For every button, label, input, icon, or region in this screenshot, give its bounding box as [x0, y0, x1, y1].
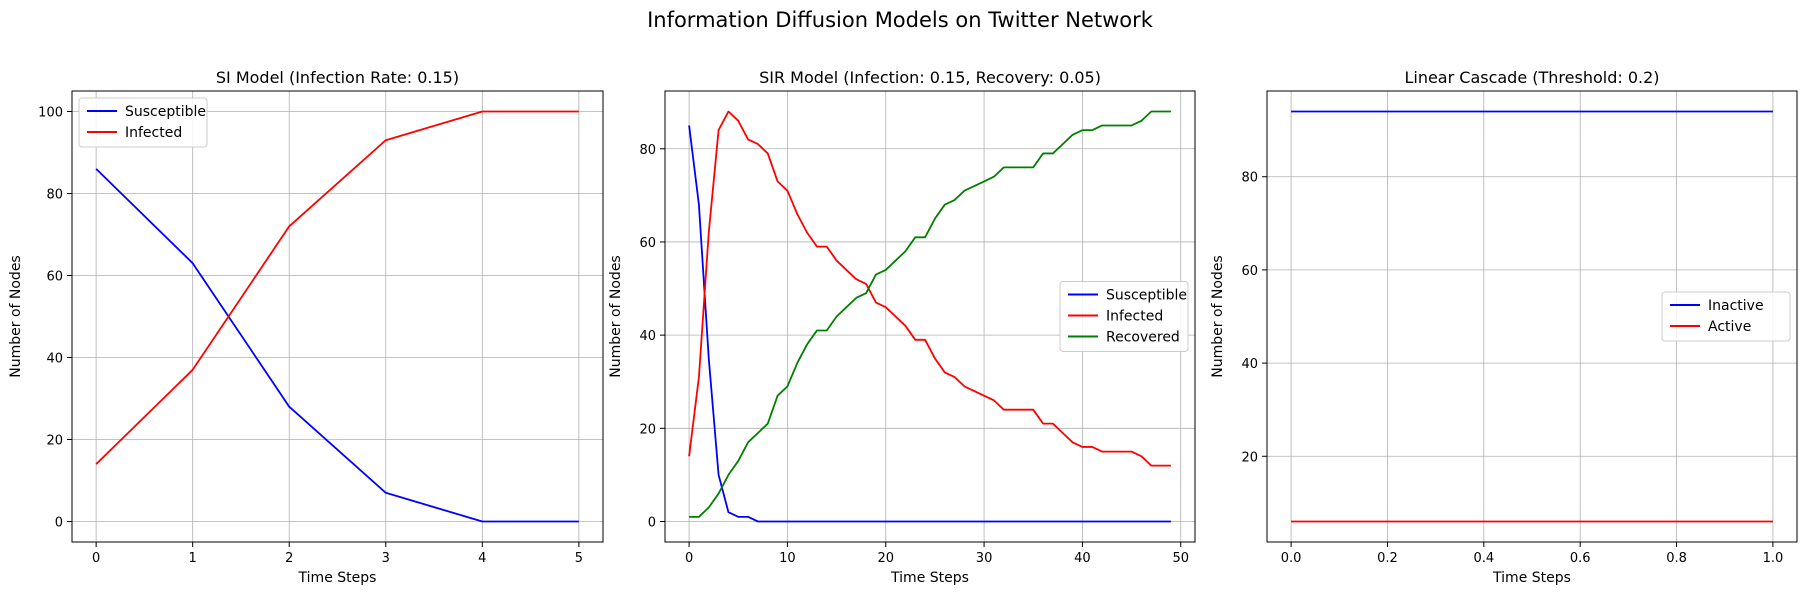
chart-panel: 0.0 0.2 0.4 0.6 0.8 1.0 20 40 60 80 Linear Cascade… [1210, 68, 1798, 586]
x-tick-label: 0.2 [1377, 551, 1398, 566]
x-tick-label: 3 [382, 551, 390, 566]
subplot-title: SI Model (Infection Rate: 0.15) [216, 68, 459, 87]
y-tick-label: 80 [639, 143, 656, 158]
chart-panel: 0 10 20 30 40 50 0 20 40 60 80 SIR Model (Infection… [608, 68, 1196, 586]
legend-frame [1059, 281, 1189, 352]
x-axis-label: Time Steps [1492, 570, 1571, 586]
legend: Susceptible Infected [78, 97, 208, 148]
x-axis-label: Time Steps [298, 570, 377, 586]
x-tick-label: 0 [685, 551, 693, 566]
series-line-susceptible [95, 168, 579, 523]
x-tick-label: 5 [575, 551, 583, 566]
series-line-infected [95, 110, 579, 465]
legend-label: Infected [1106, 309, 1163, 325]
x-tick-label: 20 [877, 551, 894, 566]
x-tick-label: 10 [779, 551, 796, 566]
legend: Inactive Active [1661, 291, 1791, 342]
y-axis-label: Number of Nodes [608, 255, 624, 377]
series-line-susceptible [688, 125, 1171, 523]
x-tick-label: 4 [478, 551, 486, 566]
x-tick-label: 30 [976, 551, 993, 566]
x-axis-label: Time Steps [890, 570, 969, 586]
y-tick-label: 0 [55, 516, 63, 531]
legend-label: Recovered [1106, 330, 1180, 346]
x-tick-label: 40 [1074, 551, 1091, 566]
series-line-infected [688, 110, 1171, 467]
legend-label: Inactive [1708, 298, 1764, 314]
x-tick-label: 0.0 [1281, 551, 1302, 566]
x-tick-label: 2 [285, 551, 293, 566]
y-tick-label: 0 [648, 516, 656, 531]
x-tick-label: 1 [189, 551, 197, 566]
y-tick-label: 40 [639, 329, 656, 344]
y-tick-label: 60 [639, 236, 656, 251]
x-tick-label: 0.6 [1570, 551, 1591, 566]
legend: Susceptible Infected Recovered [1059, 281, 1189, 352]
legend-label: Infected [125, 125, 182, 141]
plot-frame [664, 90, 1196, 543]
plot-frame [71, 90, 604, 543]
x-tick-label: 50 [1172, 551, 1189, 566]
series-line-recovered [689, 110, 1171, 518]
y-tick-label: 40 [46, 352, 63, 367]
chart-panel: 0 1 2 3 4 5 0 20 40 60 80 100 SI Model (Infection Ra… [8, 68, 604, 586]
subplot-title: Linear Cascade (Threshold: 0.2) [1404, 68, 1659, 87]
y-tick-label: 40 [1241, 357, 1258, 372]
legend-label: Susceptible [125, 104, 206, 120]
plot-frame [1266, 90, 1798, 543]
y-tick-label: 20 [1241, 450, 1258, 465]
y-tick-label: 20 [46, 434, 63, 449]
y-tick-label: 60 [46, 270, 63, 285]
y-axis-label: Number of Nodes [8, 255, 24, 377]
y-tick-label: 60 [1241, 264, 1258, 279]
x-tick-label: 0.8 [1666, 551, 1687, 566]
subplot-title: SIR Model (Infection: 0.15, Recovery: 0.… [759, 68, 1101, 87]
y-tick-label: 100 [38, 106, 63, 121]
figure-title: Information Diffusion Models on Twitter … [647, 8, 1154, 32]
y-tick-label: 20 [639, 422, 656, 437]
y-tick-label: 80 [46, 188, 63, 203]
legend-label: Susceptible [1106, 288, 1187, 304]
legend-label: Active [1708, 319, 1751, 335]
y-tick-label: 80 [1241, 171, 1258, 186]
y-axis-label: Number of Nodes [1210, 255, 1226, 377]
x-tick-label: 1.0 [1763, 551, 1784, 566]
x-tick-label: 0 [92, 551, 100, 566]
x-tick-label: 0.4 [1473, 551, 1494, 566]
